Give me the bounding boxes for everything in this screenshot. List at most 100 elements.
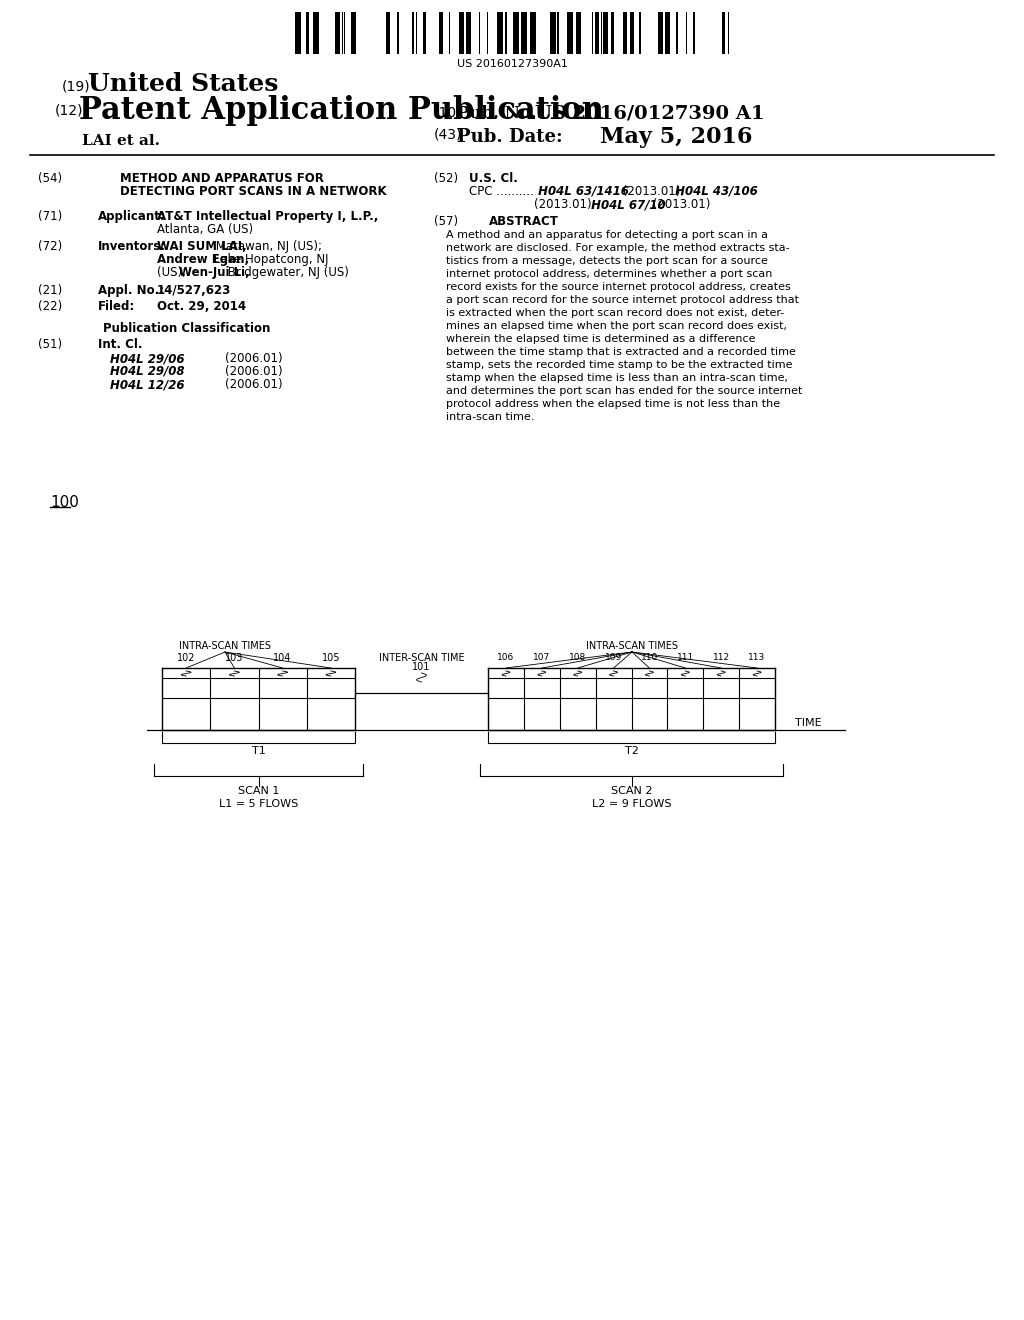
Bar [386,12,390,54]
Text: Publication Classification: Publication Classification [103,322,270,335]
Bar [459,12,464,54]
Text: H04L 43/106: H04L 43/106 [671,185,758,198]
Text: 103: 103 [225,653,244,663]
Bar [595,12,599,54]
Text: 113: 113 [749,653,766,663]
Text: 102: 102 [177,653,196,663]
Text: May 5, 2016: May 5, 2016 [600,125,753,148]
Text: Atlanta, GA (US): Atlanta, GA (US) [157,223,253,236]
Text: (2013.01): (2013.01) [649,198,711,211]
Bar [306,12,309,54]
Text: 109: 109 [605,653,623,663]
Text: (US);: (US); [157,267,189,279]
Text: SCAN 2: SCAN 2 [610,785,652,796]
Text: L2 = 9 FLOWS: L2 = 9 FLOWS [592,799,672,809]
Bar [397,12,399,54]
Bar [603,12,608,54]
Text: SCAN 1: SCAN 1 [238,785,280,796]
Text: US 2016/0127390 A1: US 2016/0127390 A1 [535,106,765,123]
Text: (72): (72) [38,240,62,253]
Text: wherein the elapsed time is determined as a difference: wherein the elapsed time is determined a… [446,334,756,345]
Text: AT&T Intellectual Property I, L.P.,: AT&T Intellectual Property I, L.P., [157,210,379,223]
Text: Pub. Date:: Pub. Date: [457,128,562,147]
Bar [676,12,678,54]
Text: H04L 63/1416: H04L 63/1416 [534,185,629,198]
Text: 100: 100 [50,495,79,510]
Text: a port scan record for the source internet protocol address that: a port scan record for the source intern… [446,294,799,305]
Text: INTER-SCAN TIME: INTER-SCAN TIME [379,653,464,663]
Bar [513,12,519,54]
Bar [623,12,627,54]
Text: intra-scan time.: intra-scan time. [446,412,535,422]
Text: H04L 67/10: H04L 67/10 [587,198,666,211]
Text: 108: 108 [569,653,587,663]
Text: Int. Cl.: Int. Cl. [98,338,142,351]
Text: Wen-Jui Li,: Wen-Jui Li, [179,267,250,279]
Text: 101: 101 [413,663,431,672]
Text: mines an elapsed time when the port scan record does exist,: mines an elapsed time when the port scan… [446,321,787,331]
Bar [567,12,573,54]
Bar [693,12,695,54]
Text: (19): (19) [62,81,91,94]
Text: T2: T2 [625,746,638,756]
Text: 111: 111 [677,653,694,663]
Text: United States: United States [88,73,279,96]
Text: stamp, sets the recorded time stamp to be the extracted time: stamp, sets the recorded time stamp to b… [446,360,793,370]
Bar [423,12,426,54]
Bar [497,12,503,54]
Text: (2006.01): (2006.01) [225,378,283,391]
Text: A method and an apparatus for detecting a port scan in a: A method and an apparatus for detecting … [446,230,768,240]
Text: (2013.01);: (2013.01); [534,198,596,211]
Text: (12): (12) [55,103,84,117]
Text: TIME: TIME [795,718,821,729]
Text: INTRA-SCAN TIMES: INTRA-SCAN TIMES [179,642,271,651]
Bar [722,12,725,54]
Text: (51): (51) [38,338,62,351]
Text: ABSTRACT: ABSTRACT [489,215,559,228]
Text: US 20160127390A1: US 20160127390A1 [457,59,567,69]
Text: Lake Hopatcong, NJ: Lake Hopatcong, NJ [210,253,329,267]
Bar [611,12,614,54]
Text: L1 = 5 FLOWS: L1 = 5 FLOWS [219,799,298,809]
Bar [295,12,301,54]
Bar [335,12,340,54]
Text: (54): (54) [38,172,62,185]
Text: is extracted when the port scan record does not exist, deter-: is extracted when the port scan record d… [446,308,784,318]
Text: CPC ..........: CPC .......... [469,185,534,198]
Text: (21): (21) [38,284,62,297]
Text: 105: 105 [322,653,340,663]
Bar [530,12,536,54]
Bar [665,12,670,54]
Text: tistics from a message, detects the port scan for a source: tistics from a message, detects the port… [446,256,768,267]
Text: Pub. No.:: Pub. No.: [457,106,543,121]
Text: Andrew Egan,: Andrew Egan, [157,253,249,267]
Text: between the time stamp that is extracted and a recorded time: between the time stamp that is extracted… [446,347,796,356]
Text: Matawan, NJ (US);: Matawan, NJ (US); [212,240,322,253]
Bar [313,12,319,54]
Text: 104: 104 [273,653,292,663]
Bar [439,12,443,54]
Text: stamp when the elapsed time is less than an intra-scan time,: stamp when the elapsed time is less than… [446,374,788,383]
Text: 112: 112 [713,653,730,663]
Text: INTRA-SCAN TIMES: INTRA-SCAN TIMES [586,642,678,651]
Bar [550,12,556,54]
Text: record exists for the source internet protocol address, creates: record exists for the source internet pr… [446,282,791,292]
Text: (22): (22) [38,300,62,313]
Text: Patent Application Publication: Patent Application Publication [79,95,604,125]
Bar [466,12,471,54]
Bar [505,12,507,54]
Text: Appl. No.:: Appl. No.: [98,284,164,297]
Text: H04L 12/26: H04L 12/26 [110,378,184,391]
Text: METHOD AND APPARATUS FOR: METHOD AND APPARATUS FOR [120,172,324,185]
Text: (2006.01): (2006.01) [225,366,283,378]
Bar [658,12,663,54]
Text: WAI SUM LAI,: WAI SUM LAI, [157,240,247,253]
Text: T1: T1 [252,746,265,756]
Text: (57): (57) [434,215,458,228]
Text: LAI et al.: LAI et al. [82,135,160,148]
Bar [639,12,641,54]
Text: (71): (71) [38,210,62,223]
Bar [351,12,356,54]
Text: 110: 110 [641,653,658,663]
Text: DETECTING PORT SCANS IN A NETWORK: DETECTING PORT SCANS IN A NETWORK [120,185,387,198]
